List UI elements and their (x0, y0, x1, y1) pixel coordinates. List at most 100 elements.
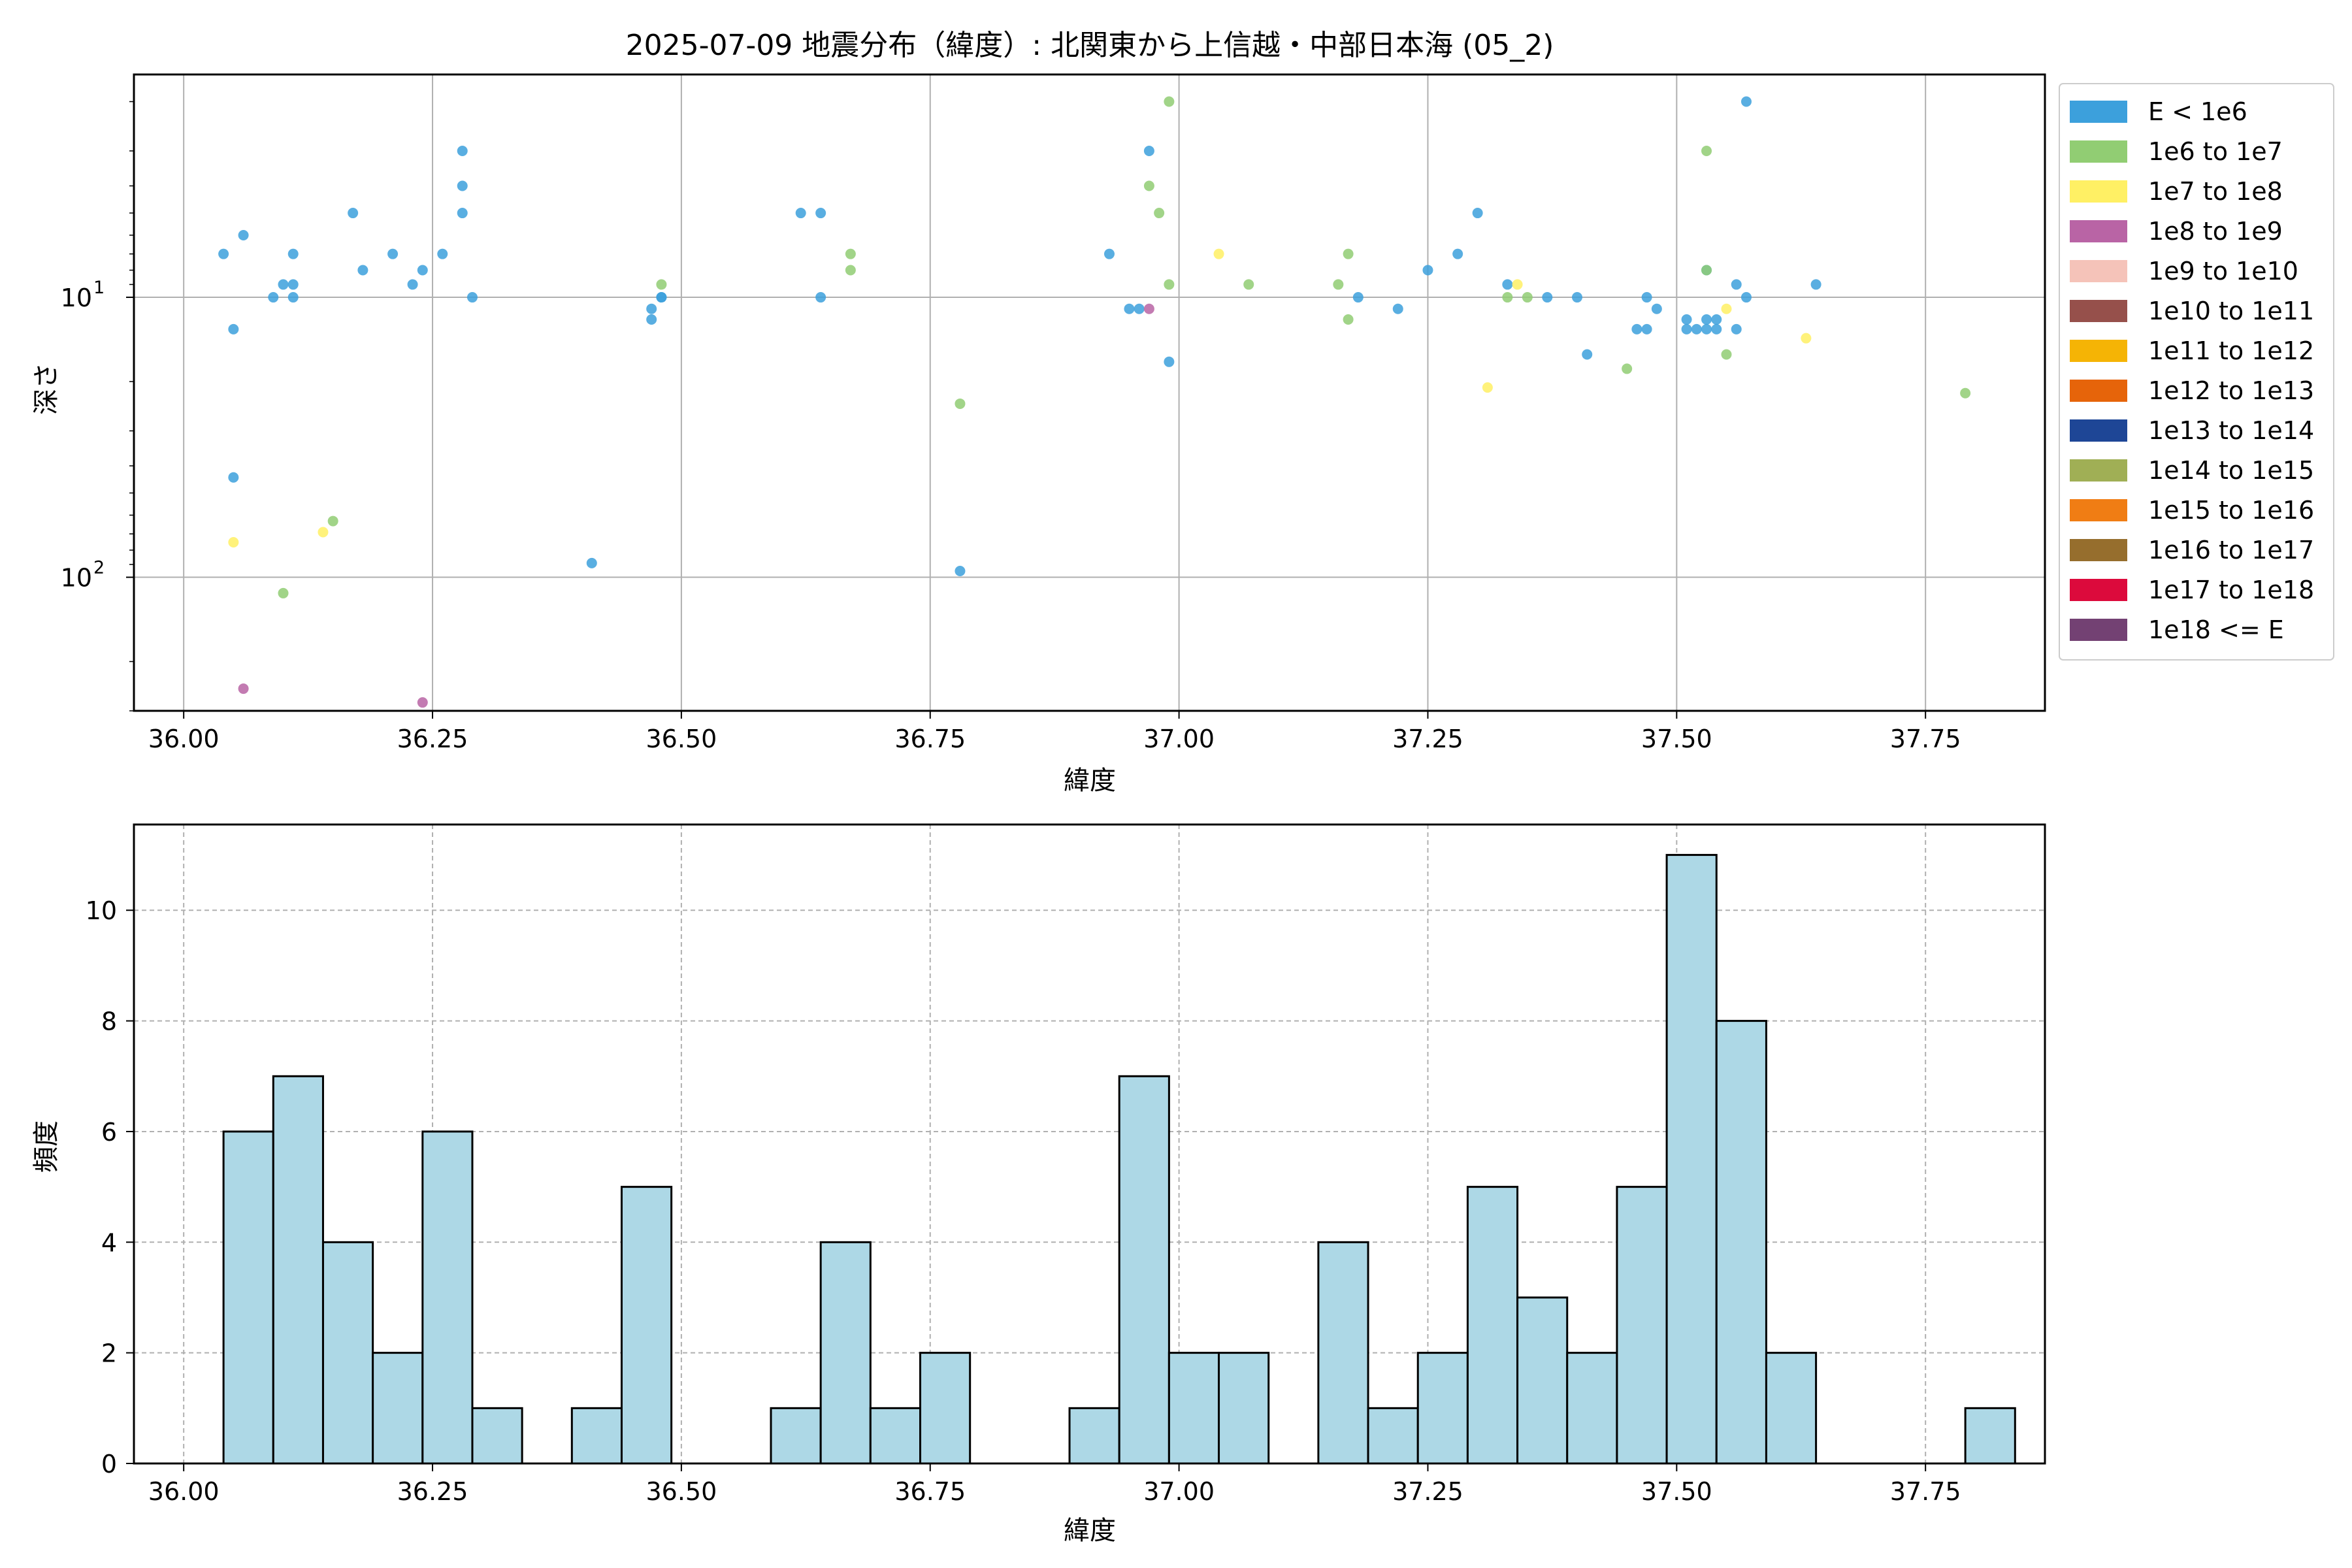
histogram-x-tick-label: 37.00 (1143, 1477, 1215, 1506)
scatter-point (1352, 292, 1364, 303)
scatter-point (1103, 248, 1115, 259)
scatter-point (845, 265, 856, 276)
scatter-point (1582, 349, 1593, 360)
histogram-bar (1367, 1407, 1419, 1465)
legend-swatch (2070, 579, 2127, 601)
histogram-bar (222, 1130, 274, 1465)
histogram-bar (1566, 1352, 1618, 1465)
scatter-point (1472, 208, 1483, 219)
legend-swatch (2070, 539, 2127, 561)
legend-swatch (2070, 180, 2127, 203)
legend-entry-label: 1e10 to 1e11 (2148, 297, 2314, 325)
scatter-y-tick-label-base: 10 (61, 284, 92, 312)
scatter-point (1960, 387, 1971, 399)
legend-entry-label: 1e11 to 1e12 (2148, 336, 2314, 365)
histogram-bar (570, 1407, 623, 1465)
scatter-point (1134, 303, 1145, 314)
scatter-point (407, 279, 418, 290)
scatter-point (1622, 363, 1633, 374)
histogram-bar (421, 1130, 474, 1465)
scatter-point (1801, 333, 1812, 344)
legend-box (2059, 83, 2334, 661)
histogram-bar (819, 1241, 872, 1465)
scatter-point (1740, 292, 1752, 303)
legend-entry-label: 1e7 to 1e8 (2148, 177, 2283, 206)
scatter-point (1164, 356, 1175, 367)
scatter-point (1143, 145, 1154, 156)
scatter-point (268, 292, 279, 303)
scatter-point (1631, 323, 1642, 335)
scatter-point (1731, 323, 1742, 335)
histogram-x-tick-label: 37.75 (1890, 1477, 1961, 1506)
scatter-point (1422, 265, 1433, 276)
scatter-point (457, 145, 468, 156)
scatter-point (417, 265, 428, 276)
scatter-point (437, 248, 448, 259)
figure-title: 2025-07-09 地震分布（緯度）: 北関東から上信越・中部日本海 (05_… (626, 29, 1554, 62)
histogram-plot-frame (133, 823, 2046, 1465)
scatter-point (646, 303, 657, 314)
scatter-point (1691, 323, 1702, 335)
scatter-point (1681, 314, 1692, 325)
scatter-point (466, 292, 478, 303)
legend-entry-label: 1e18 <= E (2148, 615, 2284, 644)
legend-entry-label: 1e8 to 1e9 (2148, 217, 2283, 246)
legend-entry-label: 1e6 to 1e7 (2148, 137, 2283, 166)
scatter-point (1143, 180, 1154, 191)
scatter-x-tick-label: 37.50 (1641, 725, 1712, 753)
histogram-panel: 36.00 36.25 36.50 36.75 37.00 37.25 37.50 37.75… (31, 823, 2046, 1546)
scatter-point (1740, 96, 1752, 107)
histogram-bars (222, 854, 2016, 1465)
histogram-bar (272, 1075, 324, 1465)
histogram-bar (1218, 1352, 1270, 1465)
legend-swatch (2070, 419, 2127, 442)
histogram-bar (919, 1352, 972, 1465)
scatter-point (1502, 279, 1513, 290)
scatter-points (218, 96, 1971, 708)
histogram-bar (1765, 1352, 1818, 1465)
scatter-panel: 36.00 36.25 36.50 36.75 37.00 37.25 37.50 37.75… (31, 73, 2334, 796)
legend-entry-label: 1e14 to 1e15 (2148, 456, 2314, 485)
histogram-x-tick-label: 36.75 (894, 1477, 966, 1506)
histogram-x-axis-label: 緯度 (1064, 1516, 1116, 1546)
scatter-point (795, 208, 806, 219)
scatter-point (1542, 292, 1553, 303)
scatter-point (955, 398, 966, 409)
scatter-ticks: 36.00 36.25 36.50 36.75 37.00 37.25 37.50 37.75… (61, 101, 1961, 753)
histogram-bar (471, 1407, 523, 1465)
scatter-y-tick-label-base: 10 (61, 564, 92, 593)
legend-entry-label: 1e15 to 1e16 (2148, 496, 2314, 525)
scatter-x-tick-label: 37.75 (1890, 725, 1961, 753)
scatter-x-tick-label: 37.00 (1143, 725, 1215, 753)
legend-swatch (2070, 101, 2127, 123)
scatter-point (1164, 96, 1175, 107)
histogram-bar (1516, 1296, 1569, 1465)
scatter-point (656, 279, 667, 290)
scatter-point (228, 472, 239, 483)
legend-entry-label: 1e13 to 1e14 (2148, 416, 2314, 445)
scatter-point (1701, 145, 1712, 156)
legend-swatch (2070, 220, 2127, 242)
legend-swatch (2070, 380, 2127, 402)
scatter-point (218, 248, 229, 259)
histogram-bar (1715, 1020, 1767, 1465)
scatter-point (228, 323, 239, 335)
scatter-point (586, 557, 597, 568)
histogram-x-tick-label: 37.25 (1392, 1477, 1463, 1506)
scatter-point (1164, 279, 1175, 290)
histogram-ticks: 36.00 36.25 36.50 36.75 37.00 37.25 37.50 37.75… (86, 896, 1961, 1506)
histogram-bar (1416, 1352, 1469, 1465)
legend-entry-label: E < 1e6 (2148, 97, 2247, 126)
histogram-x-tick-label: 37.50 (1641, 1477, 1712, 1506)
scatter-point (815, 292, 826, 303)
scatter-point (357, 265, 368, 276)
scatter-point (1343, 314, 1354, 325)
scatter-x-tick-label: 36.50 (645, 725, 717, 753)
scatter-point (278, 279, 289, 290)
legend-entry-label: 1e16 to 1e17 (2148, 536, 2314, 564)
scatter-point (646, 314, 657, 325)
histogram-x-tick-label: 36.00 (148, 1477, 220, 1506)
legend-swatch (2070, 499, 2127, 521)
histogram-bar (1964, 1407, 2016, 1465)
scatter-point (457, 180, 468, 191)
